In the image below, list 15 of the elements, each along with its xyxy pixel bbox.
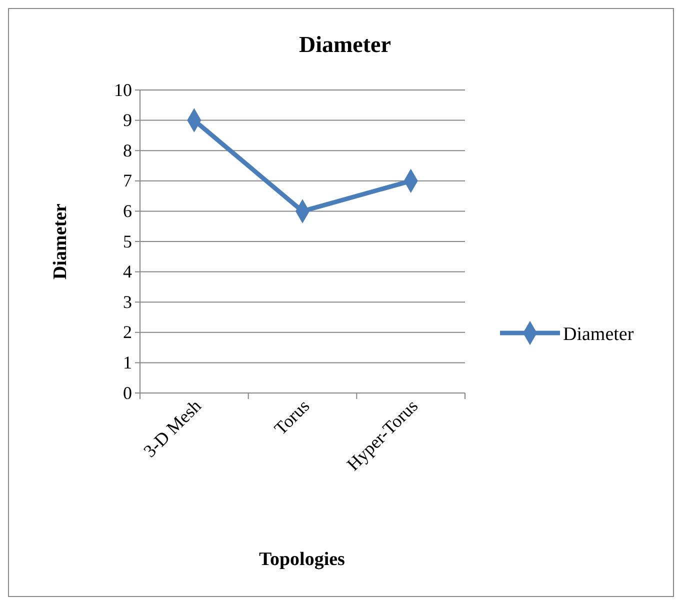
y-tick-label: 0 [123,382,132,403]
y-tick-label: 7 [123,170,132,191]
y-tick-label: 10 [114,80,132,100]
chart-title: Diameter [299,32,391,57]
legend-label: Diameter [563,324,634,345]
y-tick-label: 5 [123,231,132,252]
y-tick-label: 6 [123,200,132,221]
y-axis-title: Diameter [50,202,71,280]
y-tick-label: 9 [123,110,132,130]
y-tick-label: 8 [123,140,132,160]
y-tick-label: 1 [123,352,132,372]
y-tick-label: 3 [123,292,132,312]
y-tick-label: 4 [123,262,132,282]
x-axis-title: Topologies [259,549,345,570]
y-tick-label: 2 [123,322,132,342]
